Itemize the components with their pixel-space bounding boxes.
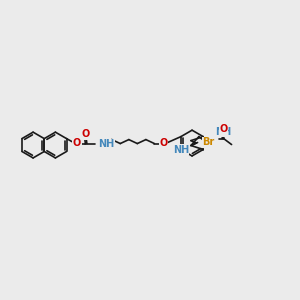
Text: Br: Br [202,137,214,147]
Text: O: O [219,124,228,134]
Text: NH: NH [215,127,231,136]
Text: NH: NH [98,139,115,149]
Text: O: O [73,138,81,148]
Text: NH: NH [173,145,189,154]
Text: O: O [81,129,89,139]
Text: O: O [160,138,168,148]
